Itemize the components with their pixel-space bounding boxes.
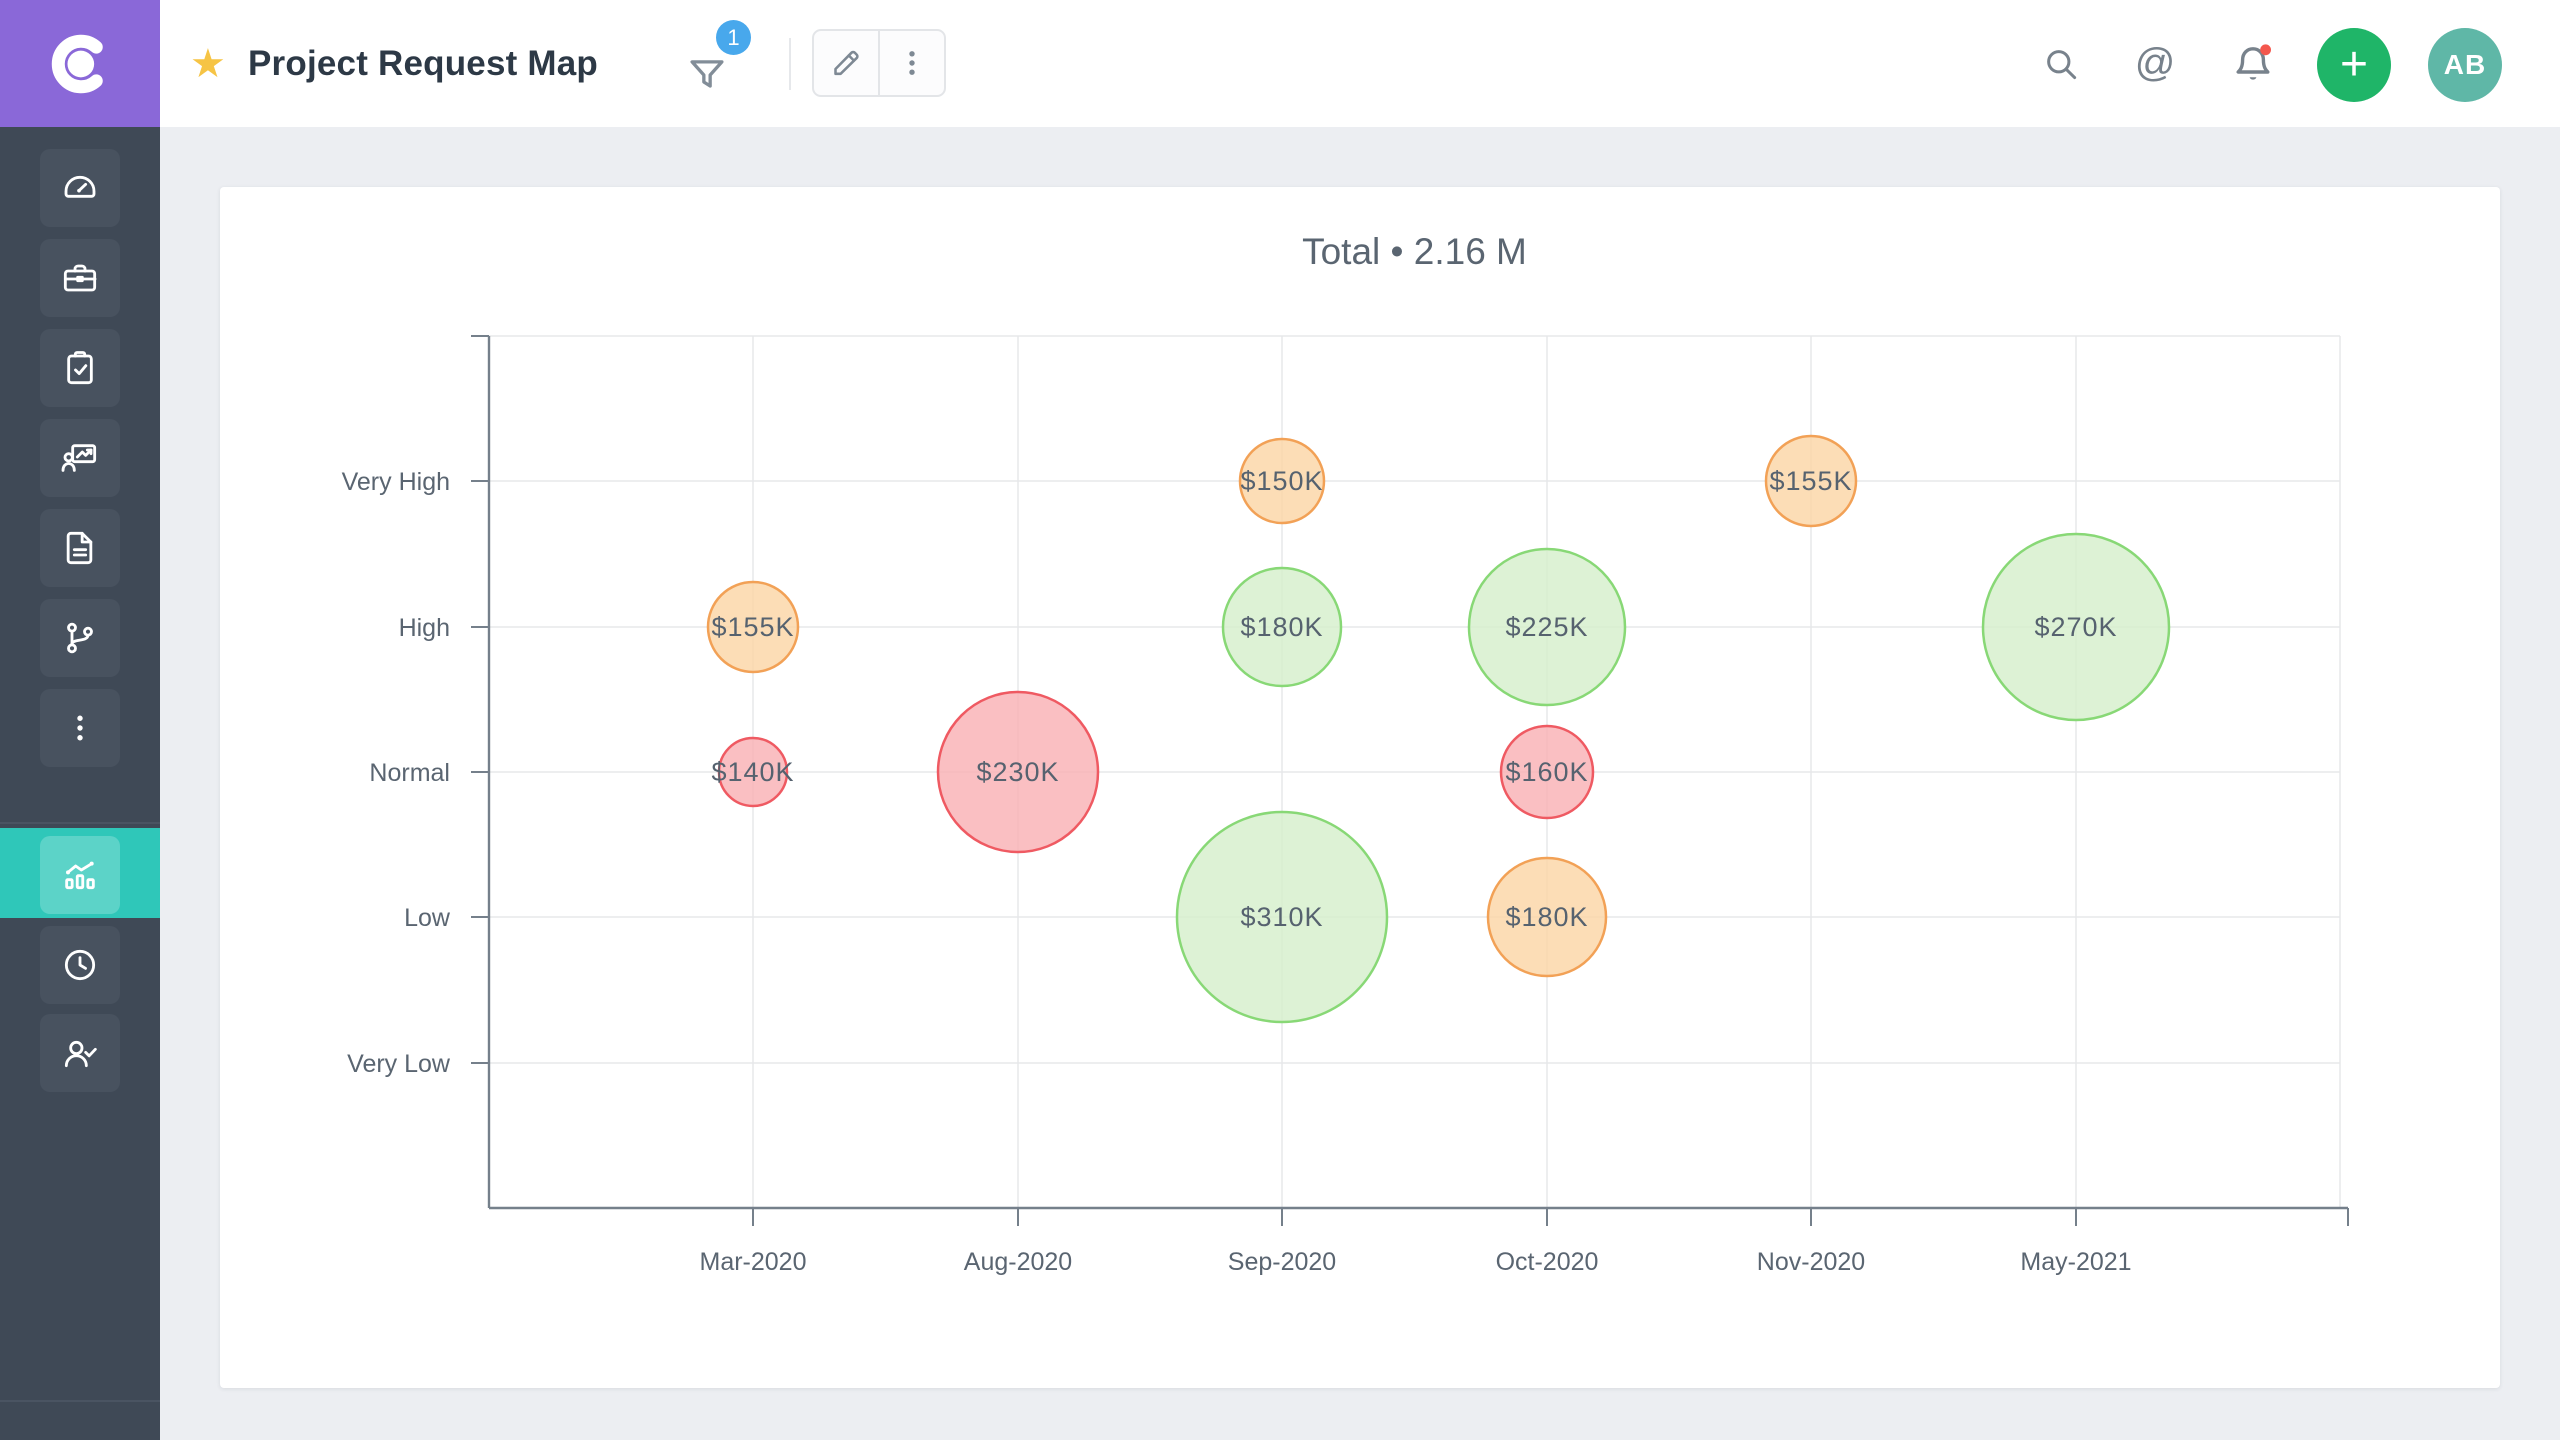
sidebar-item-more[interactable]: [40, 689, 120, 767]
search-button[interactable]: [2041, 0, 2081, 127]
bubble[interactable]: [936, 690, 1100, 854]
sidebar-bottom-divider: [0, 1400, 160, 1402]
sidebar: [0, 127, 160, 1440]
mentions-button[interactable]: @: [2133, 0, 2177, 127]
notification-dot: [2260, 43, 2271, 55]
kebab-menu-icon: [77, 715, 83, 741]
bubble[interactable]: [1486, 856, 1608, 978]
briefcase-icon: [63, 264, 97, 292]
sidebar-divider: [0, 822, 160, 824]
at-icon: @: [2134, 41, 2176, 85]
y-axis-label: Very High: [342, 468, 450, 496]
x-axis-label: Mar-2020: [700, 1248, 807, 1276]
sidebar-item-tasks[interactable]: [40, 329, 120, 407]
bubble-label: $160K: [1505, 757, 1588, 787]
app-logo[interactable]: [0, 0, 160, 127]
bubble[interactable]: [706, 580, 800, 674]
y-axis-label: Low: [404, 904, 451, 932]
celoxis-logo-icon: [51, 34, 103, 93]
bubble-label: $270K: [2034, 612, 2117, 642]
filter-count-badge: 1: [716, 20, 751, 55]
bubble-label: $180K: [1505, 902, 1588, 932]
bubble[interactable]: [1221, 566, 1343, 688]
x-axis-label: Aug-2020: [964, 1248, 1072, 1276]
bubble-label: $155K: [1769, 466, 1852, 496]
sidebar-item-analytics-active[interactable]: [0, 828, 160, 918]
clipboard-check-icon: [67, 351, 93, 385]
favorite-star-icon[interactable]: ★: [190, 41, 226, 86]
topbar: ★ Project Request Map 1: [0, 0, 2560, 127]
y-axis-label: High: [399, 614, 450, 642]
bubble[interactable]: [1175, 810, 1389, 1024]
y-axis-label: Very Low: [347, 1050, 451, 1078]
sidebar-item-documents[interactable]: [40, 509, 120, 587]
bubble[interactable]: [1238, 437, 1326, 525]
topbar-button-group: [812, 29, 946, 97]
bubble[interactable]: [1981, 532, 2171, 722]
bubble-label: $225K: [1505, 612, 1588, 642]
bubble-label: $180K: [1240, 612, 1323, 642]
sidebar-item-projects[interactable]: [40, 239, 120, 317]
x-axis-label: Sep-2020: [1228, 1248, 1336, 1276]
chart-title: Total • 2.16 M: [1302, 231, 1527, 272]
sidebar-item-workflow[interactable]: [40, 599, 120, 677]
topbar-divider: [789, 38, 791, 90]
search-icon: [2047, 49, 2077, 79]
sidebar-item-approvals[interactable]: [40, 1014, 120, 1092]
bubble[interactable]: [1764, 434, 1858, 528]
x-axis-label: Oct-2020: [1496, 1248, 1599, 1276]
report-card: Total • 2.16 M Very High High Normal Low Ver…: [220, 187, 2500, 1388]
analytics-tile[interactable]: [40, 836, 120, 914]
notifications-button[interactable]: [2229, 0, 2277, 127]
more-actions-button[interactable]: [878, 31, 944, 95]
add-new-button[interactable]: +: [2317, 28, 2391, 102]
sidebar-item-timesheet[interactable]: [40, 926, 120, 1004]
bell-icon: [2236, 43, 2271, 80]
bubble[interactable]: [1499, 724, 1595, 820]
bubble-chart: Very High High Normal Low Very Low Mar-2020 Au…: [342, 335, 2349, 1276]
sidebar-item-reports[interactable]: [40, 419, 120, 497]
bubble-label: $150K: [1240, 466, 1323, 496]
pencil-icon: [834, 50, 859, 76]
bubble-label: $140K: [711, 757, 794, 787]
user-check-icon: [64, 1040, 97, 1068]
edit-button[interactable]: [814, 31, 878, 95]
bubble-label: $230K: [976, 757, 1059, 787]
x-axis-label: May-2021: [2020, 1248, 2131, 1276]
bubble[interactable]: [1467, 547, 1627, 707]
chart-analytics-icon: [65, 861, 95, 890]
user-avatar[interactable]: AB: [2428, 28, 2502, 102]
page-title: Project Request Map: [248, 43, 598, 83]
clock-icon: [64, 949, 96, 981]
sidebar-item-dashboard[interactable]: [40, 149, 120, 227]
filter-button[interactable]: [686, 34, 748, 96]
bubble-label: $310K: [1240, 902, 1323, 932]
file-text-icon: [66, 531, 93, 565]
x-axis-label: Nov-2020: [1757, 1248, 1865, 1276]
kebab-menu-icon: [909, 51, 915, 75]
gauge-icon: [64, 175, 96, 198]
bubble[interactable]: [717, 736, 789, 808]
y-axis-label: Normal: [369, 759, 450, 787]
filter-funnel-icon: [690, 60, 724, 88]
person-presentation-icon: [61, 444, 97, 472]
branch-icon: [67, 622, 93, 654]
bubble-label: $155K: [711, 612, 794, 642]
